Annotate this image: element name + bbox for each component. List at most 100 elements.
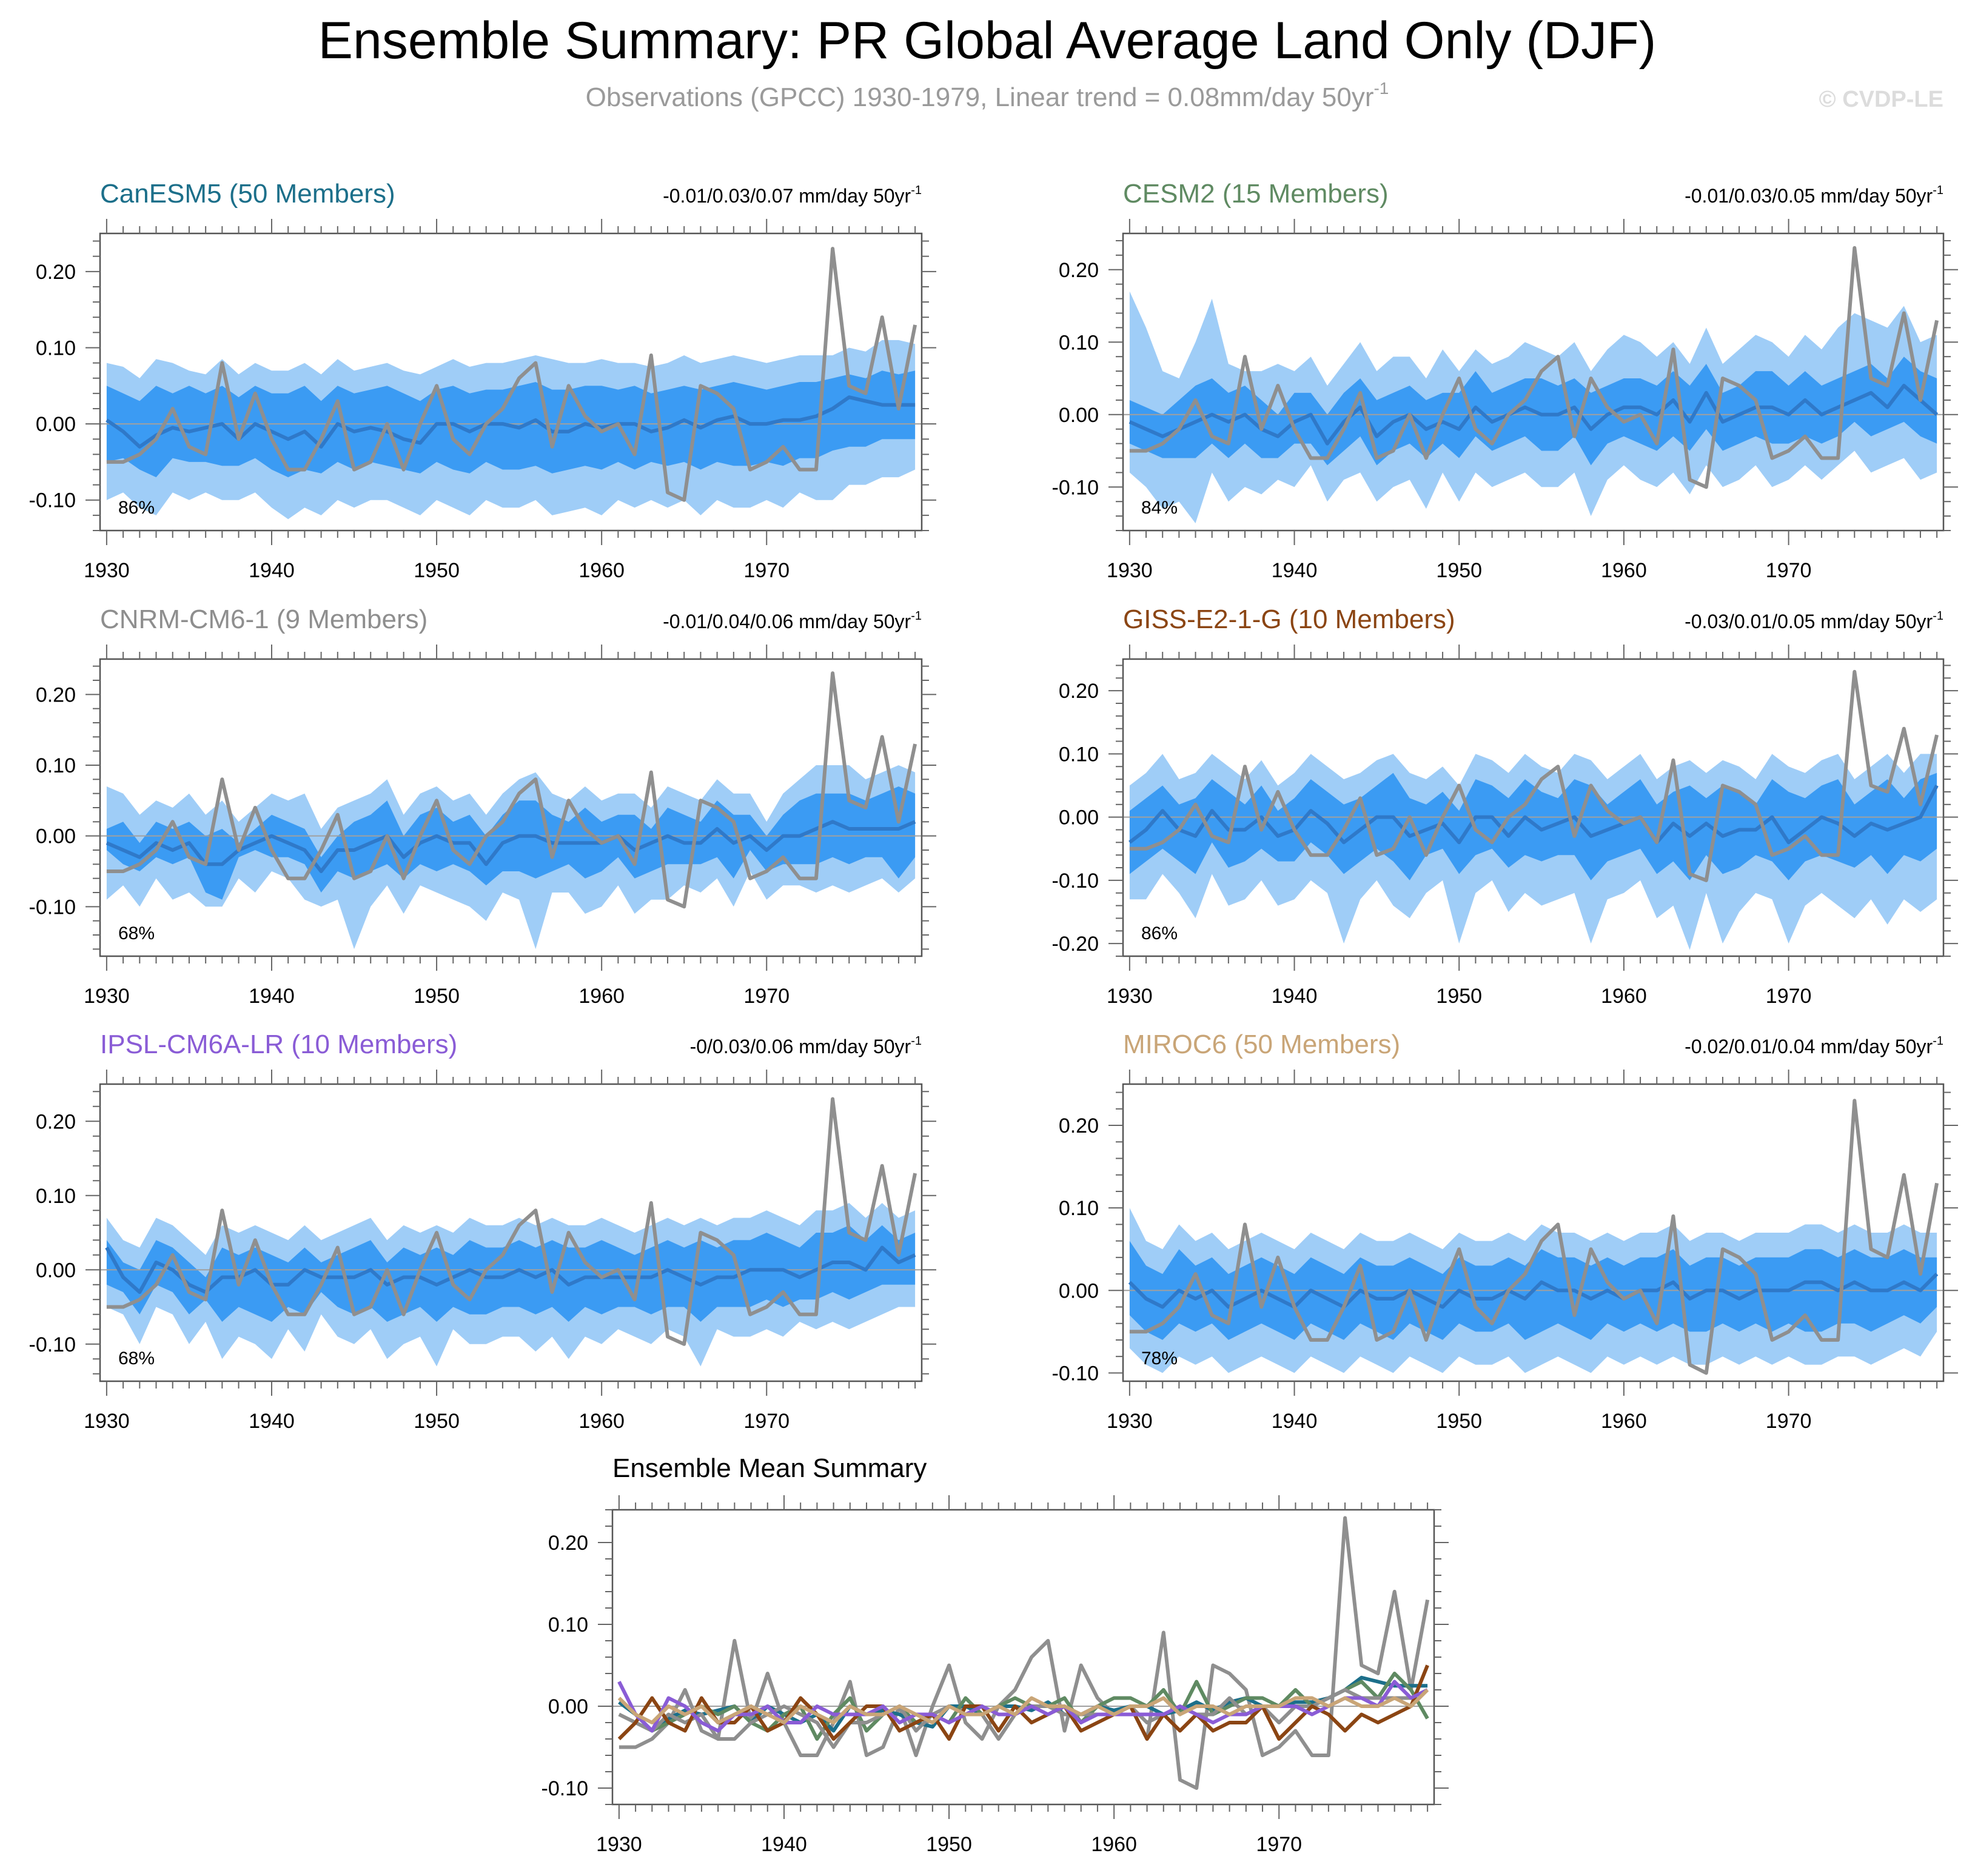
y-tick-label: 0.00 [1059,404,1099,427]
x-tick-label: 1950 [414,985,460,1008]
x-tick-label: 1940 [249,559,295,582]
plot-area [100,671,922,950]
x-tick-label: 1960 [1601,985,1647,1008]
plot-frame [99,1083,923,1382]
panel-title: IPSL-CM6A-LR (10 Members) [100,1030,457,1059]
plot-area [1123,669,1943,950]
x-tick-label: 1960 [1601,559,1647,582]
observations-line [1129,669,1939,882]
y-tick-label: 0.00 [36,413,76,436]
x-tick-label: 1930 [1107,559,1153,582]
y-tick-label: 0.00 [1059,806,1099,829]
plot-area [100,247,922,520]
panel-title: MIROC6 (50 Members) [1123,1030,1400,1059]
x-tick-label: 1960 [1091,1833,1137,1856]
x-tick-label: 1960 [1601,1410,1647,1433]
x-tick-label: 1930 [1107,985,1153,1008]
observations-line [1129,1099,1939,1375]
x-tick-label: 1940 [1272,559,1318,582]
plot-area [100,1097,922,1367]
y-tick-label: 0.00 [1059,1279,1099,1302]
x-tick-label: 1970 [743,559,790,582]
x-tick-label: 1930 [84,985,130,1008]
panel-2: CESM2 (15 Members) -0.01/0.03/0.05 mm/day… [1052,179,1958,582]
trend-range-sup: -1 [1933,609,1943,623]
y-tick-label: 0.20 [36,683,76,706]
x-tick-label: 1930 [596,1833,642,1856]
observations-line [106,247,917,502]
panel-title: CanESM5 (50 Members) [100,179,395,209]
y-tick-label: -0.10 [1052,476,1099,499]
x-tick-label: 1960 [578,559,625,582]
panel-title: CNRM-CM6-1 (9 Members) [100,605,428,634]
plot-frame [1122,1083,1945,1382]
ensemble-mean-line [1128,1272,1939,1309]
x-tick-label: 1950 [1436,1410,1482,1433]
trend-range-sup: -1 [1933,184,1943,197]
plot-area [1123,246,1943,523]
series-line-ipsl-cm6a-lr [617,1680,1429,1733]
y-tick-label: 0.20 [548,1532,588,1555]
figure-subtitle-main: Observations (GPCC) 1930-1979, Linear tr… [586,82,1374,112]
x-tick-label: 1950 [414,1410,460,1433]
y-tick-label: 0.10 [1059,743,1099,766]
series-line-observations [619,1516,1430,1790]
series-line-giss-e2-1-g [617,1664,1429,1741]
trend-range-text: -0.03/0.01/0.05 mm/day 50yr [1685,611,1933,632]
observations-line [1129,246,1939,489]
panel-5: IPSL-CM6A-LR (10 Members) -0/0.03/0.06 mm… [29,1030,936,1433]
y-tick-label: 0.20 [36,261,76,284]
x-tick-label: 1950 [1436,559,1482,582]
trend-range-label: -0/0.03/0.06 mm/day 50yr-1 [690,1034,922,1057]
percent-label: 86% [1141,923,1178,943]
x-tick-label: 1970 [1766,985,1812,1008]
plot-frame [1122,232,1945,532]
percent-label: 68% [118,1348,155,1368]
x-tick-label: 1940 [1272,985,1318,1008]
x-tick-label: 1970 [1766,559,1812,582]
panels: CanESM5 (50 Members) -0.01/0.03/0.07 mm/d… [29,179,1958,1856]
panel-title: GISS-E2-1-G (10 Members) [1123,605,1455,634]
panel-title: Ensemble Mean Summary [612,1453,927,1483]
plot-area [1123,1099,1943,1375]
trend-range-label: -0.03/0.01/0.05 mm/day 50yr-1 [1685,609,1943,632]
x-tick-label: 1950 [1436,985,1482,1008]
x-tick-label: 1940 [1272,1410,1318,1433]
x-tick-label: 1940 [249,985,295,1008]
y-tick-label: -0.10 [29,489,76,512]
trend-range-label: -0.01/0.03/0.05 mm/day 50yr-1 [1685,184,1943,207]
y-tick-label: 0.10 [548,1613,588,1636]
trend-range-label: -0.02/0.01/0.04 mm/day 50yr-1 [1685,1034,1943,1057]
percent-label: 86% [118,498,155,518]
trend-range-sup: -1 [911,609,922,623]
x-tick-label: 1970 [1766,1410,1812,1433]
y-tick-label: -0.10 [1052,869,1099,893]
y-tick-label: -0.20 [1052,933,1099,956]
plot-area [612,1516,1434,1790]
y-tick-label: 0.10 [1059,1197,1099,1220]
y-tick-label: -0.10 [29,1333,76,1356]
y-tick-label: 0.10 [36,337,76,360]
series-line-cesm2 [618,1672,1429,1741]
trend-range-text: -0.01/0.03/0.05 mm/day 50yr [1685,185,1933,207]
percent-label: 78% [1141,1348,1178,1368]
panel-1: CanESM5 (50 Members) -0.01/0.03/0.07 mm/d… [29,179,936,582]
x-tick-label: 1950 [414,559,460,582]
x-tick-label: 1930 [84,1410,130,1433]
panel-title: CESM2 (15 Members) [1123,179,1389,209]
y-tick-label: 0.20 [1059,1114,1099,1137]
trend-range-text: -0.01/0.04/0.06 mm/day 50yr [663,611,911,632]
figure-title: Ensemble Summary: PR Global Average Land… [318,12,1657,70]
plot-frame [99,232,923,532]
panel-6: MIROC6 (50 Members) -0.02/0.01/0.04 mm/da… [1052,1030,1958,1433]
panel-7: Ensemble Mean Summary 0.20 0.10 0.00 -0.10 19… [542,1453,1449,1856]
y-tick-label: 0.10 [1059,331,1099,354]
ensemble-mean-line [1128,384,1939,446]
x-tick-label: 1970 [743,1410,790,1433]
figure-subtitle-sup: -1 [1373,79,1389,98]
observations-line [106,1097,917,1346]
trend-range-label: -0.01/0.04/0.06 mm/day 50yr-1 [663,609,922,632]
plot-frame [611,1509,1435,1806]
plot-frame [1122,658,1945,957]
x-tick-label: 1950 [926,1833,972,1856]
